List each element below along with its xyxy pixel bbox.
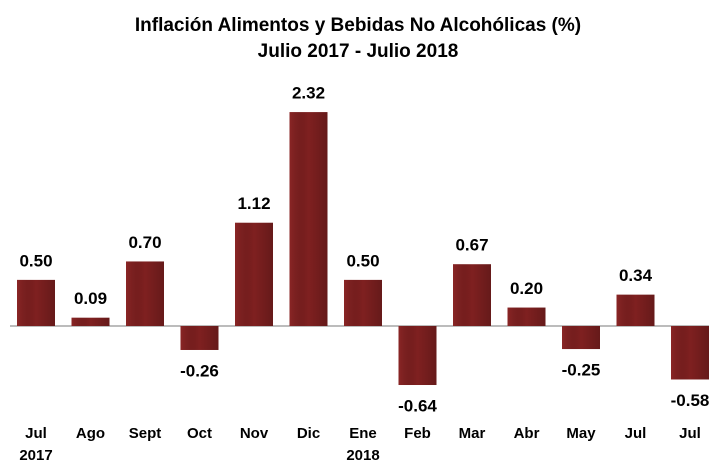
value-label: 0.50	[19, 251, 52, 270]
value-label: -0.25	[562, 361, 601, 380]
value-label: 0.09	[74, 289, 107, 308]
bar-shade	[507, 307, 546, 326]
bar-shade	[344, 279, 382, 326]
x-tick-label: Jul 2017	[19, 425, 52, 464]
bar-shade	[562, 326, 600, 350]
value-label: 0.70	[128, 233, 161, 252]
x-tick-label: Ago	[76, 425, 105, 442]
bar-shade	[126, 261, 164, 326]
bar-shade	[235, 222, 273, 326]
bar-shade	[289, 112, 328, 326]
chart-title: Inflación Alimentos y Bebidas No Alcohól…	[135, 15, 581, 36]
x-tick-label: Mar	[459, 425, 486, 442]
value-label: 0.34	[619, 266, 653, 285]
x-tick-label: Jul	[679, 425, 701, 442]
value-label: 0.67	[455, 236, 488, 255]
chart-subtitle: Julio 2017 - Julio 2018	[258, 41, 459, 62]
bar-shade	[180, 326, 219, 350]
bar-shade	[671, 326, 709, 380]
bar-shade	[453, 264, 491, 326]
x-tick-label: Oct	[187, 425, 212, 442]
x-tick-label: Feb	[404, 425, 431, 442]
value-label: 2.32	[292, 84, 325, 103]
x-tick-label: Jul	[625, 425, 647, 442]
x-tick-label: May	[566, 425, 596, 442]
bar-shade	[17, 279, 55, 326]
value-label: -0.26	[180, 361, 219, 380]
value-label: -0.58	[671, 391, 709, 410]
value-label: 1.12	[237, 194, 270, 213]
x-tick-label: Sept	[129, 425, 162, 442]
x-tick-label: Abr	[514, 425, 540, 442]
value-label: -0.64	[398, 396, 437, 415]
x-tick-label: Dic	[297, 425, 320, 442]
x-tick-label: Nov	[240, 425, 269, 442]
x-tick-label: Ene 2018	[346, 425, 379, 464]
bar-shade	[398, 326, 437, 386]
bar-shade	[616, 294, 655, 326]
value-label: 0.50	[346, 251, 379, 270]
value-label: 0.20	[510, 279, 543, 298]
bar-shade	[71, 317, 110, 326]
